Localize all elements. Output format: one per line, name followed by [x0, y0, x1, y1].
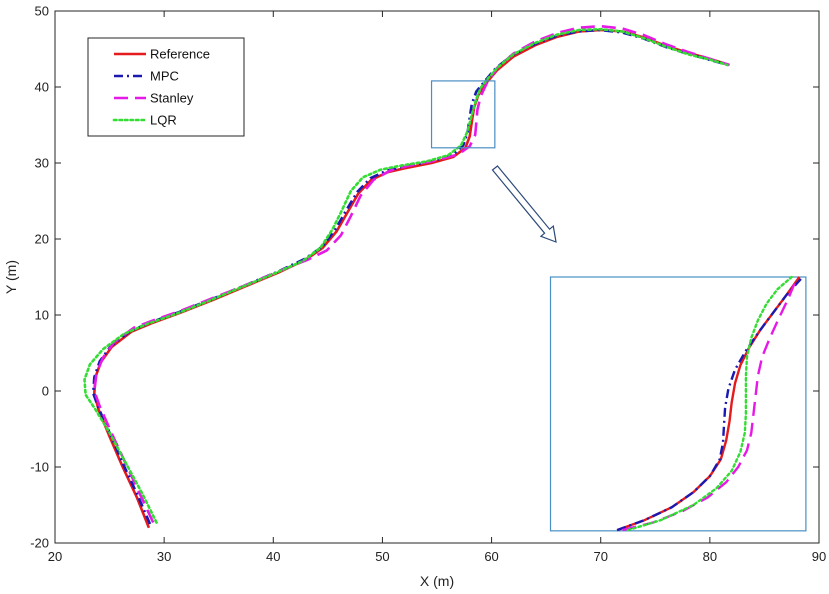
y-tick-label: 30 [35, 156, 49, 171]
series-line-lqr-inset [626, 275, 793, 532]
y-tick-label: 10 [35, 308, 49, 323]
inset-frame [549, 276, 807, 532]
x-tick-label: 60 [484, 549, 498, 564]
x-tick-label: 70 [593, 549, 607, 564]
x-tick-label: 20 [48, 549, 62, 564]
series-line-stanley-inset [622, 276, 799, 532]
series-line-mpc-inset [616, 276, 804, 532]
inset-box [549, 276, 807, 532]
legend-label-mpc: MPC [150, 69, 179, 84]
series-line-stanley [93, 24, 730, 524]
series-line-lqr [83, 27, 729, 524]
legend-label-stanley: Stanley [150, 91, 194, 106]
x-tick-label: 50 [375, 549, 389, 564]
zoom-box [430, 80, 496, 149]
series-layer [83, 24, 804, 532]
x-tick-label: 30 [157, 549, 171, 564]
y-tick-label: 40 [35, 80, 49, 95]
legend-label-lqr: LQR [150, 113, 177, 128]
plot-frame [54, 10, 820, 544]
y-tick-label: -20 [30, 536, 49, 551]
x-tick-label: 90 [812, 549, 826, 564]
x-tick-label: 80 [703, 549, 717, 564]
y-tick-label: 50 [35, 4, 49, 19]
axis-ticks: 20 30 40 50 60 70 80 90 -20 -10 0 10 20 30 40 50 [30, 4, 826, 565]
series-line-reference-inset [616, 276, 801, 532]
zoom-arrow [491, 165, 557, 243]
x-axis-label: X (m) [420, 573, 454, 589]
y-tick-label: 0 [42, 384, 49, 399]
series-line-mpc [91, 28, 729, 525]
legend-label-reference: Reference [150, 47, 210, 62]
y-axis-label: Y (m) [3, 260, 19, 294]
x-tick-label: 40 [266, 549, 280, 564]
y-tick-label: 20 [35, 232, 49, 247]
zoom-annotation [430, 80, 557, 243]
y-tick-label: -10 [30, 460, 49, 475]
legend: Reference MPC Stanley LQR [87, 37, 245, 137]
